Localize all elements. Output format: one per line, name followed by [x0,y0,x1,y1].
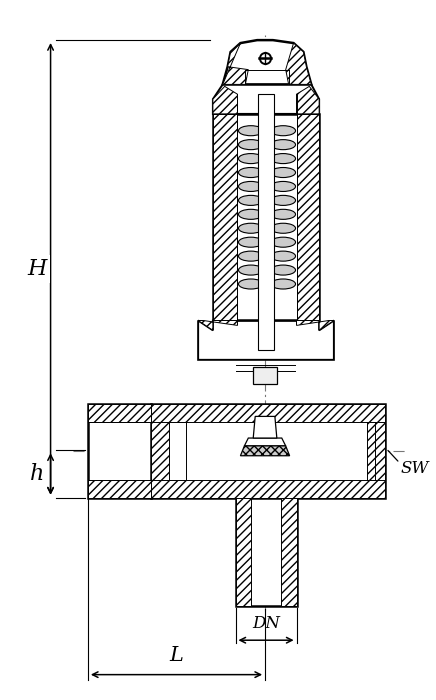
Text: H: H [27,258,47,280]
Polygon shape [296,114,319,321]
Polygon shape [151,404,186,498]
Ellipse shape [238,251,263,261]
Polygon shape [296,86,319,114]
Ellipse shape [238,223,263,233]
Ellipse shape [271,237,296,247]
Polygon shape [253,367,277,384]
Polygon shape [296,321,334,330]
Polygon shape [223,40,311,85]
Polygon shape [253,416,277,438]
Ellipse shape [271,223,296,233]
Ellipse shape [238,139,263,150]
Polygon shape [235,498,296,606]
Ellipse shape [238,237,263,247]
Polygon shape [213,114,319,321]
Polygon shape [281,498,296,606]
Polygon shape [213,85,319,114]
Polygon shape [198,321,334,360]
Text: DN: DN [252,615,280,632]
Ellipse shape [271,139,296,150]
Polygon shape [88,404,151,422]
Text: h: h [30,463,44,485]
Polygon shape [151,404,385,422]
Polygon shape [88,404,151,498]
Text: SW: SW [401,459,429,477]
Text: L: L [170,646,184,665]
Ellipse shape [238,209,263,219]
Polygon shape [198,321,238,330]
Ellipse shape [271,126,296,136]
Polygon shape [235,498,251,606]
Polygon shape [151,480,385,498]
Polygon shape [88,480,151,498]
Ellipse shape [271,265,296,275]
Polygon shape [213,86,238,114]
Polygon shape [258,94,274,350]
Ellipse shape [271,153,296,164]
Ellipse shape [271,181,296,192]
Ellipse shape [238,265,263,275]
Polygon shape [223,43,249,85]
Ellipse shape [238,195,263,205]
Ellipse shape [271,167,296,178]
Polygon shape [213,114,238,321]
Ellipse shape [271,195,296,205]
Ellipse shape [271,209,296,219]
Ellipse shape [238,167,263,178]
Ellipse shape [271,251,296,261]
Ellipse shape [271,279,296,289]
Ellipse shape [238,126,263,136]
Polygon shape [286,43,311,85]
Ellipse shape [238,181,263,192]
Polygon shape [244,438,286,446]
Ellipse shape [238,279,263,289]
Polygon shape [151,404,385,498]
Polygon shape [240,446,290,456]
Ellipse shape [238,153,263,164]
Polygon shape [368,404,385,498]
